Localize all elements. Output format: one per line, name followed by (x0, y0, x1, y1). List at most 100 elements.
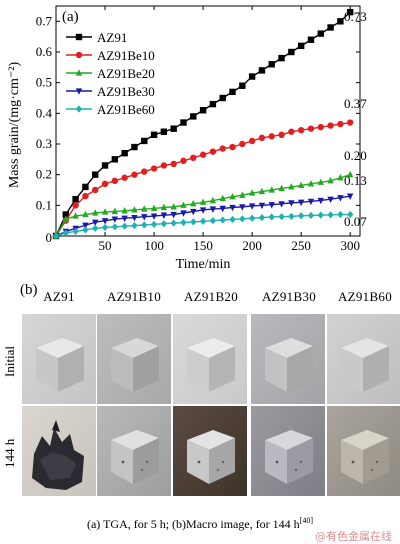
data-point (180, 210, 187, 217)
data-point (219, 94, 226, 102)
data-point (121, 150, 128, 157)
legend-label: AZ91Be20 (97, 66, 155, 81)
end-value-label: 0.07 (344, 214, 367, 229)
data-point (121, 215, 128, 223)
y-tick-label: 0.4 (36, 105, 53, 120)
data-point (297, 42, 305, 50)
data-point (346, 170, 354, 178)
chart-axes (55, 5, 361, 237)
plot-frame (55, 5, 361, 237)
legend-label: AZ91 (97, 30, 127, 45)
data-point (82, 183, 89, 191)
data-point (101, 208, 109, 215)
data-point (160, 203, 168, 211)
sample-photo-144h-3 (251, 406, 325, 496)
sample-photo-initial-0 (22, 314, 96, 404)
data-point (82, 222, 89, 230)
data-point (209, 217, 217, 225)
data-point (258, 187, 266, 195)
data-point (72, 196, 79, 203)
data-point (101, 180, 109, 188)
data-point (62, 229, 70, 237)
legend-entry: AZ91Be30 (66, 84, 155, 99)
data-point (219, 145, 226, 152)
series-line (55, 173, 351, 237)
data-point (111, 216, 119, 223)
data-point (160, 212, 168, 219)
x-tick-label: 50 (99, 238, 112, 253)
figure-caption: (a) TGA, for 5 h; (b)Macro image, for 14… (0, 516, 400, 532)
data-point (209, 148, 217, 155)
data-point (288, 183, 295, 190)
row-label-144h: 144 h (2, 438, 17, 468)
data-point (160, 128, 168, 135)
end-value-label: 0.73 (344, 9, 367, 24)
row-label-initial: Initial (2, 345, 17, 377)
data-point (170, 160, 177, 168)
data-point (258, 214, 266, 222)
legend-label: AZ91Be30 (97, 84, 155, 99)
data-point (268, 61, 275, 68)
col-head-az91b60: AZ91B60 (337, 289, 393, 304)
sample-photo-144h-1 (97, 406, 171, 496)
data-point (150, 131, 158, 138)
data-point (229, 88, 236, 96)
data-point (101, 218, 109, 225)
y-tick-label: 0.1 (36, 197, 52, 212)
data-point (317, 123, 324, 131)
data-point (199, 207, 207, 214)
data-point (327, 196, 334, 203)
data-point (239, 204, 246, 211)
data-point (160, 220, 168, 228)
legend-marker (75, 88, 83, 95)
legend-label: AZ91Be10 (97, 48, 155, 63)
data-point (92, 171, 99, 178)
y-tick-label: 0.3 (36, 136, 52, 151)
x-tick-label: 250 (291, 238, 311, 253)
data-point (121, 222, 128, 230)
data-point (278, 131, 285, 138)
data-point (248, 203, 256, 210)
data-point (239, 191, 246, 198)
data-point (209, 100, 217, 108)
data-point (258, 134, 266, 142)
data-point (72, 202, 79, 209)
data-point (190, 208, 197, 216)
data-point (199, 217, 207, 225)
data-point (82, 192, 89, 200)
end-value-label: 0.20 (344, 148, 367, 163)
data-point (268, 186, 275, 193)
series-az91 (52, 8, 354, 240)
data-point (72, 227, 79, 235)
data-point (297, 212, 305, 220)
data-point (160, 162, 168, 169)
col-head-az91b30: AZ91B30 (261, 289, 317, 304)
data-point (209, 196, 217, 204)
legend-entry: AZ91Be20 (66, 66, 155, 81)
data-point (170, 219, 177, 227)
legend-label: AZ91Be60 (97, 102, 155, 117)
data-point (141, 205, 148, 212)
panel-a-label: (a) (62, 9, 79, 25)
tga-chart: 50 100 150 200 250 3000.10.20.30.40.50.60.70 … (7, 5, 367, 272)
sample-photo-initial-1 (97, 314, 171, 404)
data-point (170, 211, 177, 219)
data-point (209, 206, 217, 213)
data-point (219, 216, 226, 224)
data-point (278, 54, 285, 62)
data-point (278, 213, 285, 221)
data-point (150, 213, 158, 220)
data-point (141, 137, 148, 145)
legend-marker (75, 69, 83, 76)
data-point (288, 212, 295, 220)
data-point (239, 82, 246, 89)
legend-entry: AZ91Be10 (66, 48, 155, 63)
data-point (92, 209, 99, 216)
caption-text: (a) TGA, for 5 h; (b)Macro image, for 14… (86, 517, 300, 531)
data-point (307, 211, 315, 220)
data-point (297, 199, 305, 207)
data-point (337, 173, 344, 181)
data-point (337, 210, 344, 219)
y-axis-label: Mass grain/(mg·cm⁻²) (7, 62, 22, 189)
data-point (190, 154, 197, 161)
